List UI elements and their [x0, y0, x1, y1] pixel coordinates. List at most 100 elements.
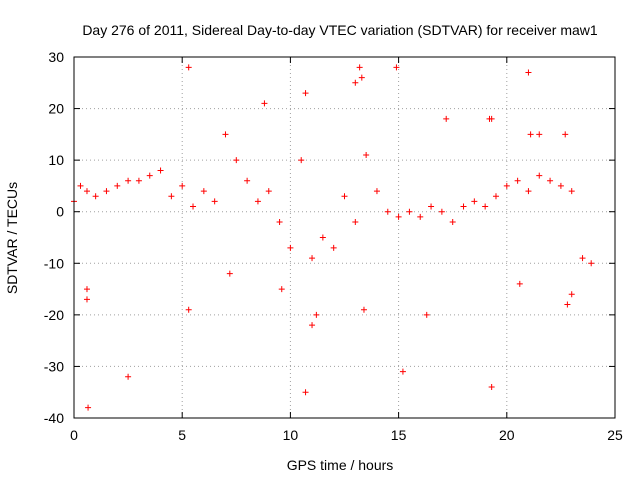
data-point: [406, 208, 413, 215]
data-point: [423, 311, 430, 318]
y-tick-label: -40: [44, 410, 64, 426]
data-point: [103, 188, 110, 195]
data-point: [514, 177, 521, 184]
data-point: [77, 182, 84, 189]
data-point: [525, 69, 532, 76]
x-tick-label: 20: [499, 427, 515, 443]
data-point: [261, 100, 268, 107]
data-point: [244, 177, 251, 184]
data-point: [83, 296, 90, 303]
data-point: [588, 260, 595, 267]
y-tick-label: 30: [48, 49, 64, 65]
data-point: [254, 198, 261, 205]
data-point: [358, 74, 365, 81]
y-tick-label: 10: [48, 152, 64, 168]
x-tick-labels: 0 5 10 15 20 25: [70, 427, 623, 443]
data-point: [399, 368, 406, 375]
data-point: [309, 255, 316, 262]
data-point: [460, 203, 467, 210]
y-tick-label: -10: [44, 255, 64, 271]
data-point: [395, 213, 402, 220]
data-point: [185, 64, 192, 71]
data-point: [125, 373, 132, 380]
data-point: [302, 90, 309, 97]
data-point: [363, 151, 370, 158]
data-point: [525, 188, 532, 195]
data-point: [503, 182, 510, 189]
data-point: [547, 177, 554, 184]
data-point: [482, 203, 489, 210]
data-point: [449, 219, 456, 226]
data-point: [438, 208, 445, 215]
axis-ticks: [73, 56, 616, 419]
data-point: [92, 193, 99, 200]
data-point: [278, 286, 285, 293]
x-tick-label: 25: [607, 427, 623, 443]
data-points: [71, 64, 595, 411]
x-tick-label: 0: [70, 427, 78, 443]
data-point: [85, 404, 92, 411]
data-point: [341, 193, 348, 200]
data-point: [83, 188, 90, 195]
data-point: [393, 64, 400, 71]
data-point: [471, 198, 478, 205]
data-point: [179, 182, 186, 189]
data-point: [443, 115, 450, 122]
grid: [74, 57, 615, 418]
data-point: [516, 280, 523, 287]
data-point: [352, 79, 359, 86]
x-axis-label: GPS time / hours: [287, 457, 394, 473]
data-point: [557, 182, 564, 189]
data-point: [226, 270, 233, 277]
data-point: [200, 188, 207, 195]
data-point: [488, 384, 495, 391]
data-point: [568, 188, 575, 195]
data-point: [373, 188, 380, 195]
y-tick-label: 0: [56, 204, 64, 220]
data-point: [157, 167, 164, 174]
data-point: [428, 203, 435, 210]
data-point: [222, 131, 229, 138]
data-point: [417, 213, 424, 220]
data-point: [488, 115, 495, 122]
plot-frame: [73, 56, 616, 419]
data-point: [579, 255, 586, 262]
y-tick-label: -30: [44, 358, 64, 374]
data-point: [168, 193, 175, 200]
data-point: [527, 131, 534, 138]
data-point: [492, 193, 499, 200]
chart-title: Day 276 of 2011, Sidereal Day-to-day VTE…: [82, 22, 598, 38]
data-point: [536, 172, 543, 179]
data-point: [125, 177, 132, 184]
data-point: [287, 244, 294, 251]
data-point: [135, 177, 142, 184]
data-point: [562, 131, 569, 138]
x-tick-label: 15: [391, 427, 407, 443]
x-tick-label: 10: [283, 427, 299, 443]
data-point: [185, 306, 192, 313]
y-tick-label: -20: [44, 307, 64, 323]
data-point: [352, 219, 359, 226]
data-point: [384, 208, 391, 215]
data-point: [356, 64, 363, 71]
data-point: [146, 172, 153, 179]
data-point: [564, 301, 571, 308]
data-point: [309, 322, 316, 329]
data-point: [568, 291, 575, 298]
y-tick-label: 20: [48, 101, 64, 117]
data-point: [211, 198, 218, 205]
data-point: [536, 131, 543, 138]
data-point: [233, 157, 240, 164]
data-point: [276, 219, 283, 226]
y-axis-label: SDTVAR / TECUs: [4, 182, 20, 294]
data-point: [190, 203, 197, 210]
data-point: [319, 234, 326, 241]
data-point: [298, 157, 305, 164]
data-point: [114, 182, 121, 189]
y-tick-labels: -40 -30 -20 -10 0 10 20 30: [44, 49, 64, 426]
data-point: [302, 389, 309, 396]
data-point: [313, 311, 320, 318]
x-tick-label: 5: [178, 427, 186, 443]
data-point: [265, 188, 272, 195]
